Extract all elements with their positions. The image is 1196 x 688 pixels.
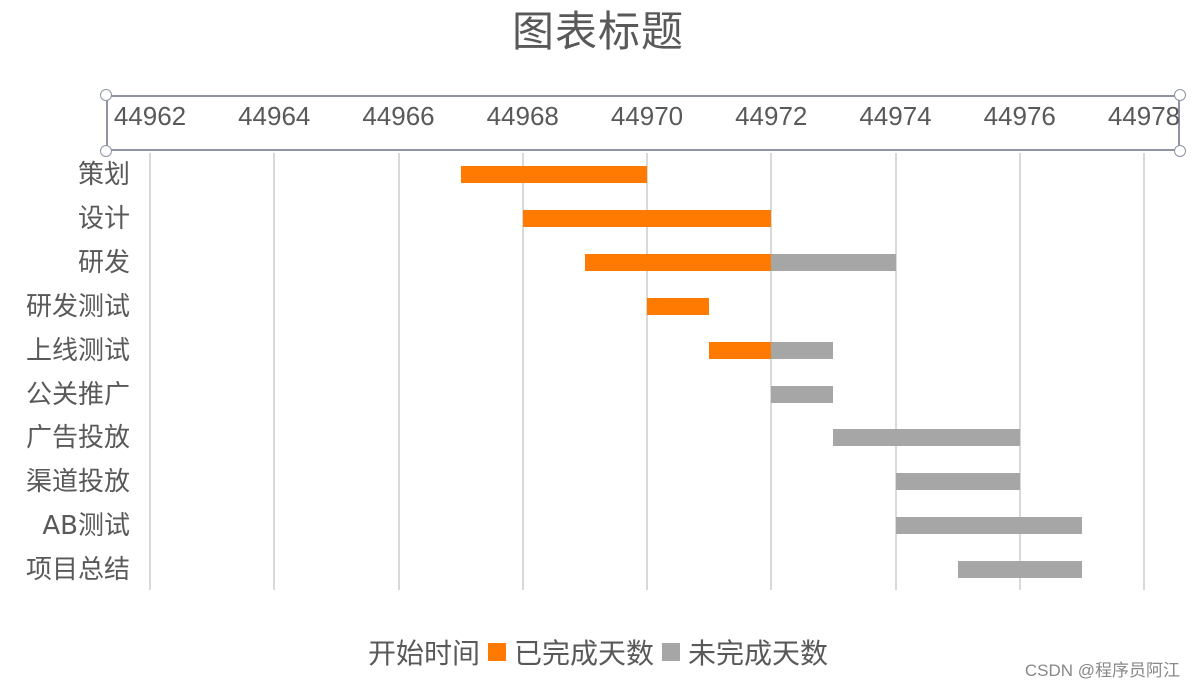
category-label: AB测试 [42,511,130,542]
legend: 开始时间 已完成天数 未完成天数 [0,632,1196,672]
x-axis-selection-box[interactable] [106,95,1180,151]
x-tick-label: 44976 [983,101,1056,131]
category-label: 项目总结 [25,555,130,586]
resize-handle-top-right[interactable] [1174,89,1186,101]
bar-completed[interactable] [709,341,772,359]
x-tick-label: 44962 [113,101,187,131]
bar-completed[interactable] [647,297,710,315]
gridline [273,153,276,590]
bar-completed[interactable] [522,209,772,227]
resize-handle-bottom-right[interactable] [1174,145,1186,157]
category-label: 策划 [77,160,130,190]
gridline [770,153,773,590]
x-tick-label: 44970 [610,101,684,131]
legend-swatch-icon [662,643,680,661]
legend-label: 未完成天数 [688,637,829,670]
x-tick-label: 44974 [859,101,932,131]
category-label: 设计 [77,203,130,234]
x-tick-label: 44966 [362,101,435,131]
category-label: 上线测试 [25,335,130,366]
gridline [1143,153,1145,590]
x-tick-label: 44968 [486,101,559,131]
bar-remaining[interactable] [895,473,1020,491]
resize-handle-top-left[interactable] [100,89,112,101]
bar-remaining[interactable] [771,341,834,359]
x-tick-label: 44972 [735,101,808,131]
gridline [646,153,648,590]
bar-remaining[interactable] [771,253,896,271]
bar-completed[interactable] [584,253,772,271]
gridline [149,153,151,590]
bar-remaining[interactable] [833,429,1020,447]
category-label: 研发 [77,247,130,278]
resize-handle-bottom-left[interactable] [100,145,112,157]
watermark: CSDN @程序员阿江 [1024,661,1180,680]
x-tick-label: 44964 [238,101,311,131]
legend-label: 开始时间 [367,637,480,670]
bar-remaining[interactable] [771,385,834,403]
x-tick-label: 44978 [1107,101,1181,131]
category-label: 研发测试 [25,291,130,322]
gridline [1018,153,1021,590]
gridline [397,153,400,590]
legend-item-completed: 已完成天数 [487,632,654,672]
legend-label: 已完成天数 [513,637,654,670]
legend-item-start: 开始时间 [368,632,480,672]
legend-item-remaining: 未完成天数 [662,632,828,672]
legend-swatch-icon [487,643,506,661]
bar-remaining[interactable] [895,517,1082,535]
bar-completed[interactable] [460,166,647,183]
bar-remaining[interactable] [957,561,1082,579]
category-label: 广告投放 [25,423,130,454]
category-label: 渠道投放 [25,467,130,498]
gridline [894,153,897,590]
category-label: 公关推广 [25,379,130,410]
gridline [521,153,524,590]
chart-title: 图表标题 [511,7,684,56]
